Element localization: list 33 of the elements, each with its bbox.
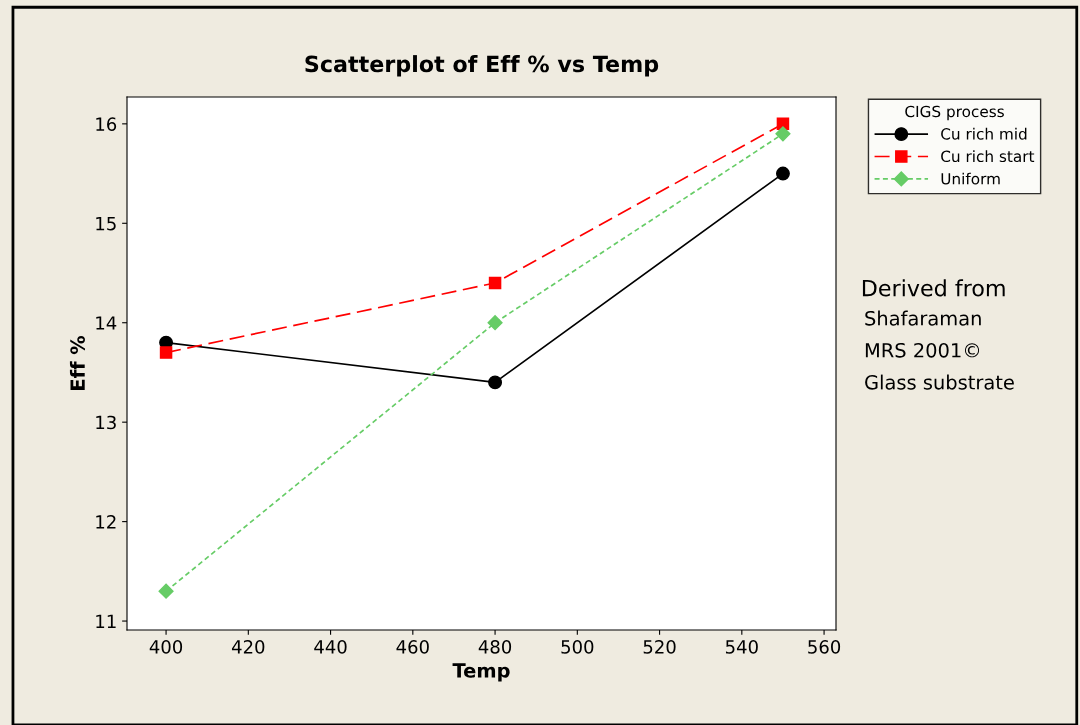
text: Derived from [862,279,1005,297]
x-axis-title: Temp [452,663,510,682]
x-tick-label: 420 [231,640,265,654]
x-tick-label: 440 [314,640,347,654]
y-tick-label: 13 [96,415,116,430]
legend-label: Cu rich mid [941,127,1027,140]
y-tick-label: 15 [96,216,116,231]
legend-label: Cu rich start [941,150,1035,163]
point [159,346,173,359]
point [487,315,503,331]
x-tick-label: 500 [561,640,594,654]
legend-title: CIGS process [905,105,1004,121]
text: MRS 2001© [865,342,980,358]
y-tick-label: 11 [96,614,116,628]
point [775,126,791,142]
x-tick-label: 480 [478,640,512,654]
y-tick-label: 16 [96,117,117,131]
point [158,583,174,599]
point [488,276,502,290]
x-tick-label: 520 [643,640,676,654]
y-axis-title: Eff % [69,335,85,390]
text: Glass substrate [865,374,1014,390]
legend-label: Uniform [941,172,1000,185]
chart-title: Scatterplot of Eff % vs Temp [305,55,659,77]
x-tick-label: 400 [149,640,183,654]
text: Shafaraman [865,310,981,326]
x-tick-label: 560 [808,640,841,654]
x-tick-label: 460 [396,640,429,654]
y-tick-label: 14 [96,316,117,330]
y-tick-label: 12 [96,515,116,529]
x-tick-label: 540 [725,640,758,654]
point [776,166,790,181]
point [488,375,503,390]
